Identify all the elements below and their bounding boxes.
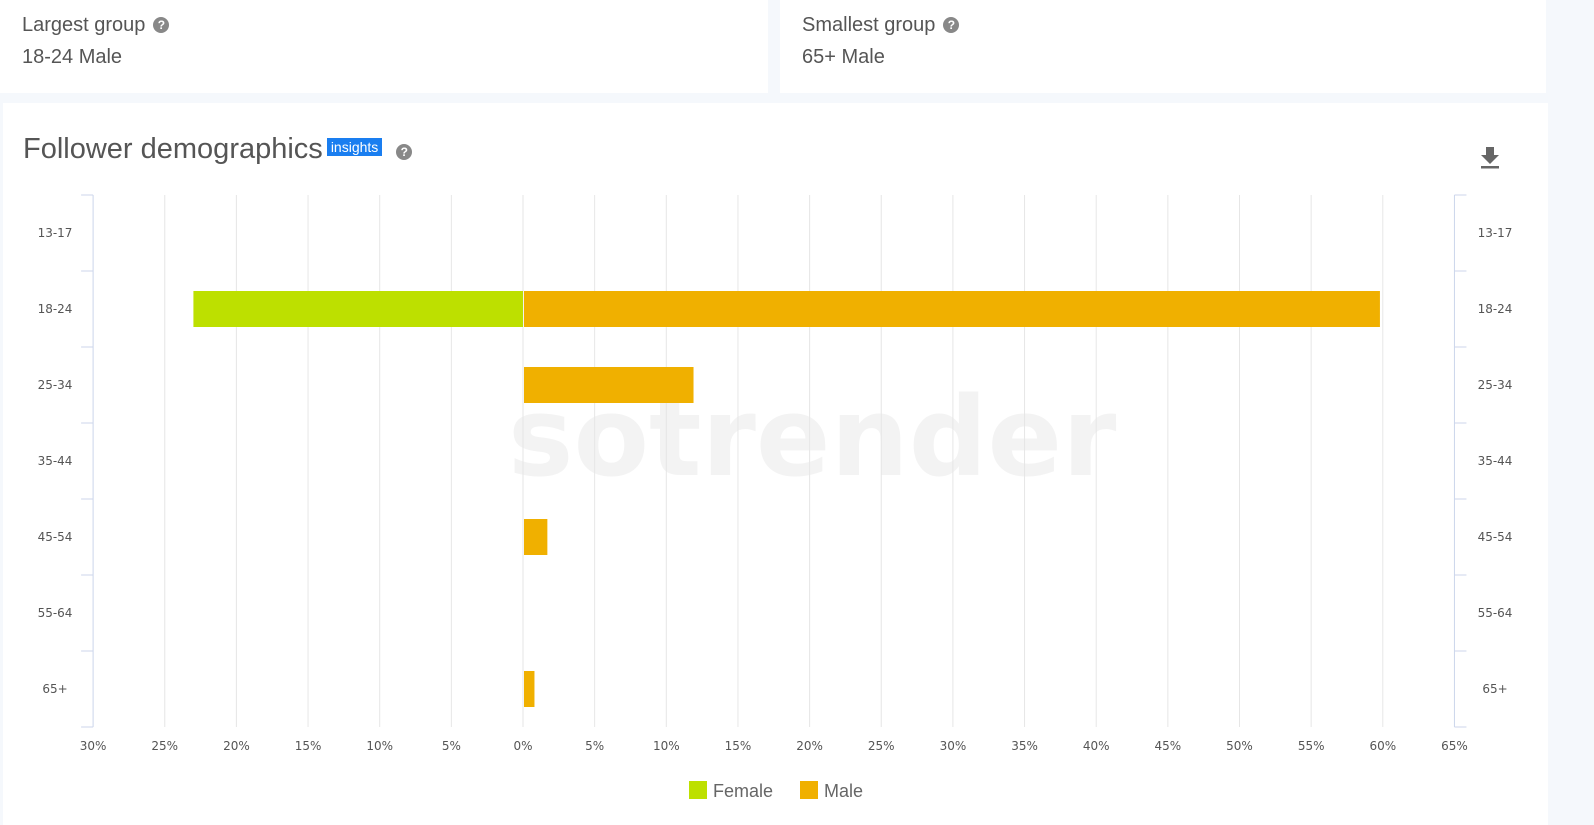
smallest-group-card: Smallest group? 65+ Male [780, 0, 1546, 93]
legend-male[interactable]: Male [800, 781, 863, 801]
bar-male-25-34 [524, 367, 694, 403]
y-label-right: 18-24 [1478, 302, 1513, 316]
y-label-right: 35-44 [1478, 454, 1513, 468]
x-tick-label: 30% [940, 739, 967, 753]
legend: Female Male [3, 781, 1549, 802]
x-tick-label: 55% [1298, 739, 1325, 753]
x-tick-label: 5% [585, 739, 604, 753]
x-tick-label: 10% [366, 739, 393, 753]
x-tick-label: 20% [796, 739, 823, 753]
x-tick-label: 40% [1083, 739, 1110, 753]
x-tick-label: 30% [80, 739, 107, 753]
download-icon[interactable] [1479, 145, 1501, 169]
bar-male-65+ [524, 671, 535, 707]
smallest-group-value: 65+ Male [802, 46, 885, 68]
largest-group-value: 18-24 Male [22, 46, 123, 68]
y-label-right: 13-17 [1478, 226, 1513, 240]
y-label-left: 18-24 [38, 302, 73, 316]
panel-title: Follower demographics [23, 133, 323, 165]
y-label-left: 35-44 [38, 454, 73, 468]
x-tick-label: 5% [442, 739, 461, 753]
x-tick-label: 15% [295, 739, 322, 753]
y-label-left: 55-64 [38, 606, 73, 620]
insights-badge: insights [326, 138, 383, 156]
bar-male-18-24 [524, 291, 1380, 327]
y-label-left: 45-54 [38, 530, 73, 544]
y-label-right: 45-54 [1478, 530, 1513, 544]
y-label-right: 55-64 [1478, 606, 1513, 620]
x-tick-label: 20% [223, 739, 250, 753]
demographics-panel: Follower demographics insights? sotrender… [3, 103, 1548, 825]
bar-female-18-24 [193, 291, 523, 327]
x-tick-label: 25% [868, 739, 895, 753]
bar-male-45-54 [524, 519, 548, 555]
x-tick-label: 50% [1226, 739, 1253, 753]
x-tick-label: 65% [1441, 739, 1468, 753]
y-label-left: 13-17 [38, 226, 73, 240]
x-tick-label: 60% [1369, 739, 1396, 753]
y-label-right: 25-34 [1478, 378, 1513, 392]
y-label-left: 65+ [42, 682, 67, 696]
x-tick-label: 35% [1011, 739, 1038, 753]
x-tick-label: 0% [513, 739, 532, 753]
x-tick-label: 25% [151, 739, 178, 753]
y-label-left: 25-34 [38, 378, 73, 392]
y-label-right: 65+ [1482, 682, 1507, 696]
x-tick-label: 15% [725, 739, 752, 753]
help-icon[interactable]: ? [153, 17, 170, 33]
help-icon[interactable]: ? [396, 144, 413, 160]
legend-female[interactable]: Female [688, 781, 773, 801]
smallest-group-label: Smallest group [802, 14, 936, 36]
x-tick-label: 45% [1155, 739, 1182, 753]
largest-group-label: Largest group [22, 14, 146, 36]
help-icon[interactable]: ? [943, 17, 960, 33]
x-tick-label: 10% [653, 739, 680, 753]
largest-group-card: Largest group? 18-24 Male [0, 0, 768, 93]
